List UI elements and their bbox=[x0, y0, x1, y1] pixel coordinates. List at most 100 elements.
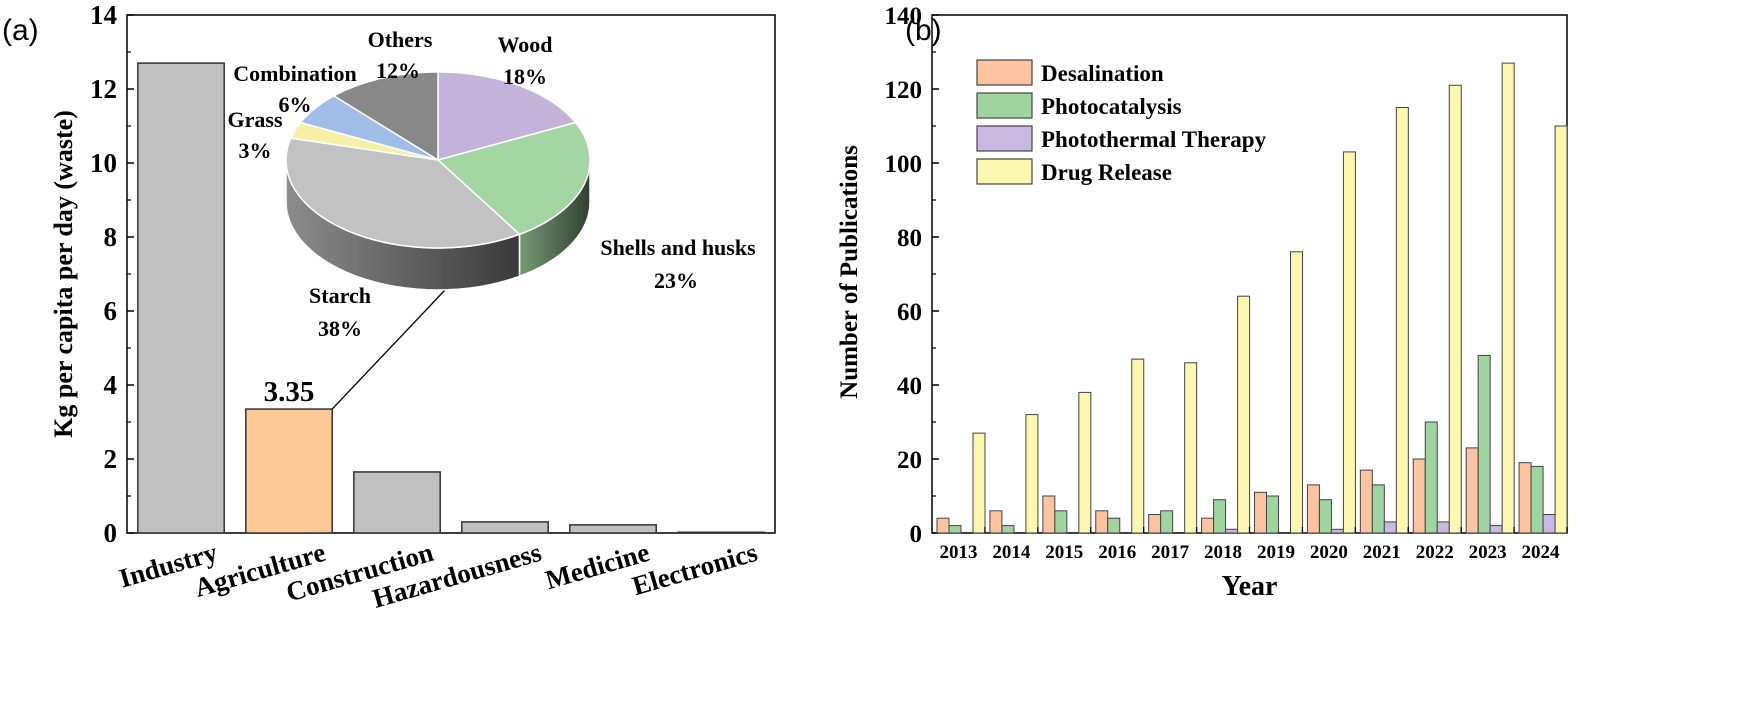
bar-desalination-2014 bbox=[989, 510, 1003, 534]
y-tick-label-b: 40 bbox=[897, 373, 922, 400]
pie-label-grass: Grass bbox=[228, 107, 283, 132]
bar-desalination-2023 bbox=[1465, 447, 1479, 534]
pie-label-wood: Wood bbox=[497, 32, 552, 57]
bar-agriculture bbox=[245, 408, 333, 534]
pie-slice-starch bbox=[285, 137, 521, 249]
panel-a-label: (a) bbox=[2, 14, 39, 47]
bar-photothermal-therapy-2018 bbox=[1225, 528, 1239, 534]
bar-photocatalysis-2023 bbox=[1477, 354, 1491, 534]
bar-drug-release-2024 bbox=[1554, 125, 1568, 534]
x-tick-label-2014: 2014 bbox=[992, 542, 1031, 563]
bar-photothermal-therapy-2021 bbox=[1383, 521, 1397, 534]
bar-drug-release-2019 bbox=[1290, 251, 1303, 534]
bar-photocatalysis-2020 bbox=[1318, 499, 1332, 534]
bar-desalination-2016 bbox=[1095, 510, 1109, 534]
x-tick-label-2022: 2022 bbox=[1416, 542, 1454, 563]
bar-desalination-2022 bbox=[1412, 458, 1426, 534]
bar-electronics bbox=[677, 531, 765, 534]
bar-drug-release-2021 bbox=[1395, 107, 1409, 534]
x-tick-label-2023: 2023 bbox=[1469, 542, 1507, 563]
bar-drug-release-2022 bbox=[1448, 84, 1462, 534]
x-tick-label-2017: 2017 bbox=[1151, 542, 1190, 563]
bar-drug-release-2018 bbox=[1237, 295, 1251, 534]
bar-photothermal-therapy-2024 bbox=[1542, 514, 1556, 534]
bar-photocatalysis-2019 bbox=[1266, 495, 1279, 534]
legend-label-drug-release: Drug Release bbox=[1041, 160, 1172, 185]
y-tick-label-a: 4 bbox=[104, 370, 118, 400]
bar-photocatalysis-2013 bbox=[948, 525, 962, 534]
bar-photocatalysis-2021 bbox=[1371, 484, 1385, 534]
y-tick-label-b: 20 bbox=[897, 447, 922, 474]
bar-construction bbox=[353, 471, 441, 534]
y-axis-title-a: Kg per capita per day (waste) bbox=[49, 110, 78, 438]
pie-leader-line bbox=[331, 289, 446, 410]
pie-slice-shells-and-husks bbox=[436, 121, 591, 236]
x-tick-label-2021: 2021 bbox=[1363, 542, 1401, 563]
bar-desalination-2013 bbox=[936, 517, 950, 534]
legend-swatch-photocatalysis bbox=[976, 92, 1033, 119]
chart-b-publications-bar: 0 20 40 60 80 100 120 140 Number of Publications… bbox=[836, 3, 1568, 602]
x-tick-label-2018: 2018 bbox=[1204, 542, 1242, 563]
bar-photothermal-therapy-2022 bbox=[1436, 521, 1450, 534]
bar-desalination-2017 bbox=[1148, 514, 1162, 534]
bar-photocatalysis-2017 bbox=[1160, 510, 1174, 534]
bar-photocatalysis-2016 bbox=[1107, 517, 1121, 534]
bar-photocatalysis-2015 bbox=[1054, 510, 1068, 534]
bar-photothermal-therapy-2023 bbox=[1489, 525, 1503, 534]
x-axis-title-b: Year bbox=[1222, 571, 1278, 602]
pie-pct-combination: 6% bbox=[279, 92, 312, 117]
bar-industry bbox=[137, 62, 225, 534]
pie-slice-combination bbox=[299, 94, 439, 161]
pie-pct-others: 12% bbox=[376, 58, 420, 83]
bar-drug-release-2017 bbox=[1184, 362, 1198, 534]
bar-desalination-2024 bbox=[1518, 462, 1532, 534]
y-tick-label-a: 12 bbox=[90, 74, 117, 104]
pie-label-others: Others bbox=[368, 27, 433, 52]
legend-swatch-desalination bbox=[976, 59, 1033, 86]
bar-drug-release-2014 bbox=[1025, 414, 1039, 534]
y-tick-label-a: 10 bbox=[90, 148, 117, 178]
pie-pct-wood: 18% bbox=[503, 64, 547, 89]
y-tick-label-a: 6 bbox=[104, 296, 118, 326]
y-tick-label-a: 14 bbox=[90, 0, 117, 30]
bar-photocatalysis-2022 bbox=[1424, 421, 1438, 534]
bar-desalination-2019 bbox=[1254, 491, 1267, 534]
pie-pct-starch: 38% bbox=[318, 316, 362, 341]
bar-photocatalysis-2018 bbox=[1213, 499, 1227, 534]
panel-b-label: (b) bbox=[905, 14, 942, 47]
x-tick-label-2019: 2019 bbox=[1257, 542, 1295, 563]
agriculture-value-label: 3.35 bbox=[264, 376, 315, 408]
pie-pct-grass: 3% bbox=[239, 138, 272, 163]
x-tick-label-2013: 2013 bbox=[939, 542, 977, 563]
bar-drug-release-2016 bbox=[1131, 358, 1145, 534]
bar-desalination-2018 bbox=[1201, 517, 1215, 534]
y-tick-label-b: 80 bbox=[897, 225, 922, 252]
y-tick-label-b: 140 bbox=[885, 3, 923, 30]
y-tick-label-b: 60 bbox=[897, 299, 922, 326]
legend-label-photothermal-therapy: Photothermal Therapy bbox=[1041, 127, 1267, 152]
bar-drug-release-2023 bbox=[1501, 62, 1515, 534]
bar-desalination-2021 bbox=[1359, 469, 1373, 534]
chart-a-inset-pie: Wood 18% Shells and husks 23% Starch 38% Grass… bbox=[228, 27, 757, 341]
bar-photothermal-therapy-2020 bbox=[1330, 528, 1344, 534]
x-tick-label-2020: 2020 bbox=[1310, 542, 1348, 563]
bar-drug-release-2015 bbox=[1078, 391, 1092, 534]
legend-swatch-photothermal-therapy bbox=[976, 125, 1033, 152]
pie-label-combination: Combination bbox=[233, 61, 356, 86]
bar-photocatalysis-2024 bbox=[1530, 465, 1544, 534]
legend-swatch-drug-release bbox=[976, 158, 1033, 185]
bar-photocatalysis-2014 bbox=[1001, 525, 1015, 534]
bar-medicine bbox=[569, 524, 657, 534]
y-tick-label-b: 0 bbox=[910, 521, 923, 548]
x-tick-label-electronics: Electronics bbox=[629, 537, 761, 601]
x-tick-label-2015: 2015 bbox=[1045, 542, 1083, 563]
bar-drug-release-2020 bbox=[1342, 151, 1356, 534]
x-tick-label-2024: 2024 bbox=[1522, 542, 1561, 563]
pie-slice-wood bbox=[437, 71, 577, 161]
bar-desalination-2020 bbox=[1306, 484, 1320, 534]
legend-label-desalination: Desalination bbox=[1041, 61, 1164, 86]
y-tick-label-b: 100 bbox=[885, 151, 923, 178]
pie-label-shells-and-husks: Shells and husks bbox=[600, 235, 756, 260]
pie-label-starch: Starch bbox=[309, 283, 371, 308]
